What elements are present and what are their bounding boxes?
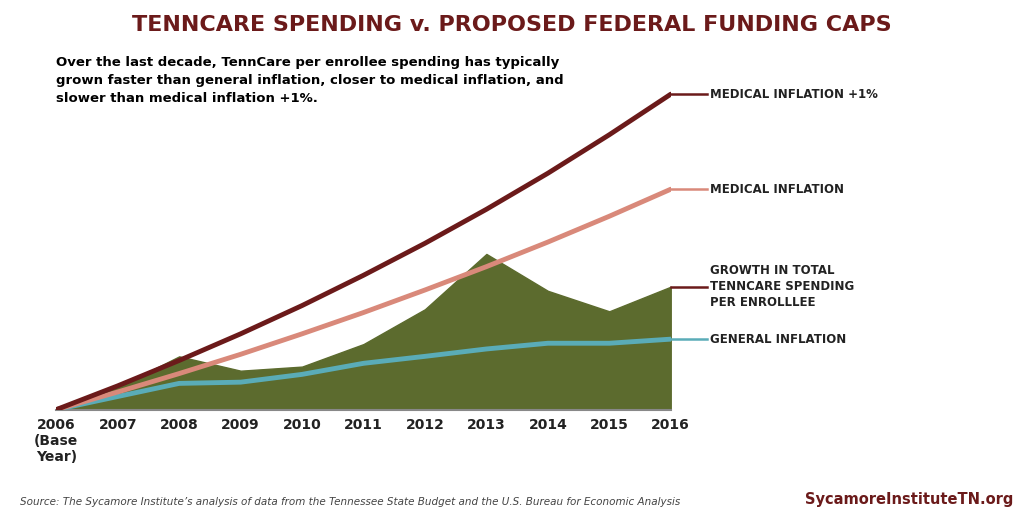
Text: TENNCARE SPENDING v. PROPOSED FEDERAL FUNDING CAPS: TENNCARE SPENDING v. PROPOSED FEDERAL FU… [132, 15, 892, 35]
Text: GENERAL INFLATION: GENERAL INFLATION [710, 333, 846, 346]
Text: Source: The Sycamore Institute’s analysis of data from the Tennessee State Budge: Source: The Sycamore Institute’s analysi… [20, 497, 681, 507]
Text: MEDICAL INFLATION +1%: MEDICAL INFLATION +1% [710, 88, 878, 101]
Text: SycamoreInstituteTN.org: SycamoreInstituteTN.org [806, 492, 1014, 507]
Text: Over the last decade, TennCare per enrollee spending has typically
grown faster : Over the last decade, TennCare per enrol… [56, 56, 564, 105]
Text: MEDICAL INFLATION: MEDICAL INFLATION [710, 183, 844, 196]
Text: GROWTH IN TOTAL
TENNCARE SPENDING
PER ENROLLLEE: GROWTH IN TOTAL TENNCARE SPENDING PER EN… [710, 264, 854, 309]
